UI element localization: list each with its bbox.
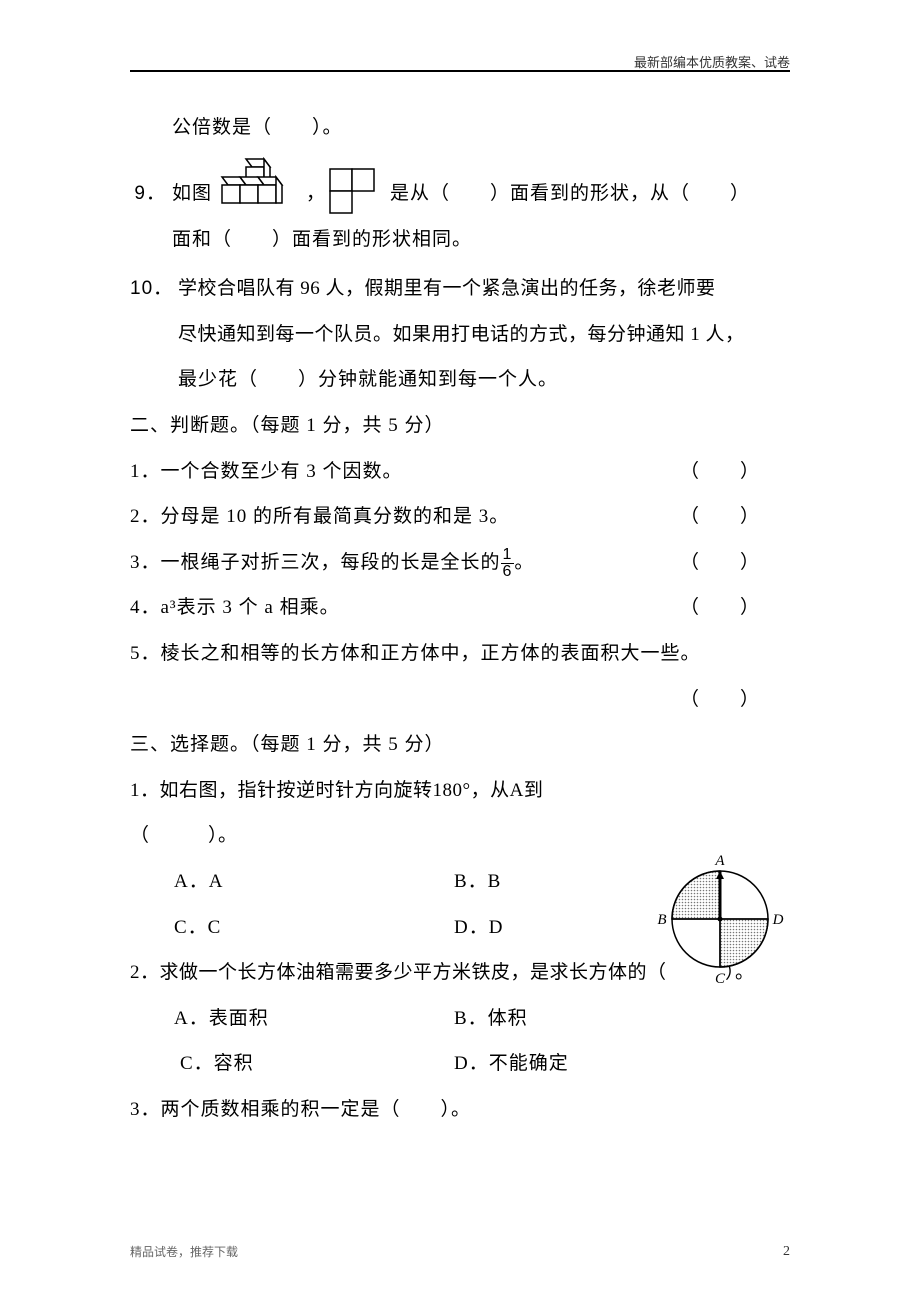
mc1-a: A．A (174, 859, 454, 905)
tf3-b: 。 (514, 552, 534, 573)
cube-figure-icon (212, 157, 306, 217)
label-b: B (657, 912, 666, 928)
q10-num: 10． (130, 266, 178, 312)
tf3-paren: （ ） (680, 540, 760, 586)
mc1-b: B．B (454, 859, 654, 905)
label-d: D (772, 912, 784, 928)
tf-q5-paren-line: （ ） (130, 677, 790, 723)
page-number: 2 (783, 1244, 790, 1260)
tf-q1: 1．一个合数至少有 3 个因数。 （ ） (130, 449, 790, 495)
mc1-c: C．C (174, 905, 454, 951)
tf-q2: 2．分母是 10 的所有最简真分数的和是 3。 （ ） (130, 494, 790, 540)
tf2-text: 2．分母是 10 的所有最简真分数的和是 3。 (130, 494, 680, 540)
tf4-text: 4．a³表示 3 个 a 相乘。 (130, 585, 680, 631)
mc2-row1: A．表面积 B．体积 (130, 996, 790, 1042)
tf3-text: 3．一根绳子对折三次，每段的长是全长的16。 (130, 540, 680, 586)
header-divider (130, 70, 790, 72)
q10-line2: 尽快通知到每一个队员。如果用打电话的方式，每分钟通知 1 人， (130, 312, 790, 358)
tf2-paren: （ ） (680, 494, 760, 540)
header-right-text: 最新部编本优质教案、试卷 (634, 52, 790, 71)
tf3-a: 3．一根绳子对折三次，每段的长是全长的 (130, 552, 501, 573)
q9-prefix: 如图 (172, 171, 212, 217)
q9-line1: 9． 如图 ， 是从（ ）面看到的形状，从（ (130, 157, 790, 217)
tf-q4: 4．a³表示 3 个 a 相乘。 （ ） (130, 585, 790, 631)
mc-q3: 3．两个质数相乘的积一定是（ ）。 (130, 1087, 790, 1133)
mc-q1: 1．如右图，指针按逆时针方向旋转180°，从A到（ ）。 (130, 768, 790, 859)
tf3-fraction: 16 (501, 547, 515, 580)
label-c: C (715, 971, 726, 984)
section2-heading: 二、判断题。（每题 1 分，共 5 分） (130, 403, 790, 449)
flat-view-icon (326, 165, 390, 217)
q10-line1: 10． 学校合唱队有 96 人，假期里有一个紧急演出的任务，徐老师要 (130, 266, 790, 312)
footer-left: 精品试卷，推荐下载 (130, 1243, 238, 1260)
q9-comma: ， (306, 171, 326, 217)
mc2-c: C．容积 (180, 1041, 454, 1087)
tf-q5: 5．棱长之和相等的长方体和正方体中，正方体的表面积大一些。 (130, 631, 790, 677)
tf1-paren: （ ） (680, 449, 760, 495)
q10-line3: 最少花（ ）分钟就能通知到每一个人。 (130, 357, 790, 403)
circle-diagram: A B C D (650, 854, 790, 984)
q9-line2: 面和（ ）面看到的形状相同。 (130, 217, 790, 263)
q8-continue: 公倍数是（ ）。 (130, 105, 790, 151)
label-a: A (714, 854, 725, 869)
section3-heading: 三、选择题。（每题 1 分，共 5 分） (130, 722, 790, 768)
tf5-paren: （ ） (680, 677, 760, 723)
q9-mid2: 是从（ ）面看到的形状，从（ ） (390, 171, 750, 217)
q10-l1: 学校合唱队有 96 人，假期里有一个紧急演出的任务，徐老师要 (178, 266, 716, 312)
frac-den: 6 (501, 564, 515, 580)
mc1-d: D．D (454, 905, 654, 951)
tf-q3: 3．一根绳子对折三次，每段的长是全长的16。 （ ） (130, 540, 790, 586)
q9-num: 9． (130, 171, 172, 217)
mc2-b: B．体积 (454, 996, 654, 1042)
mc2-d: D．不能确定 (454, 1041, 654, 1087)
circle-quadrant-icon: A B C D (650, 854, 790, 984)
mc2-a: A．表面积 (174, 996, 454, 1042)
tf1-text: 1．一个合数至少有 3 个因数。 (130, 449, 680, 495)
frac-num: 1 (501, 547, 515, 564)
tf4-paren: （ ） (680, 585, 760, 631)
mc2-row2: C．容积 D．不能确定 (130, 1041, 790, 1087)
